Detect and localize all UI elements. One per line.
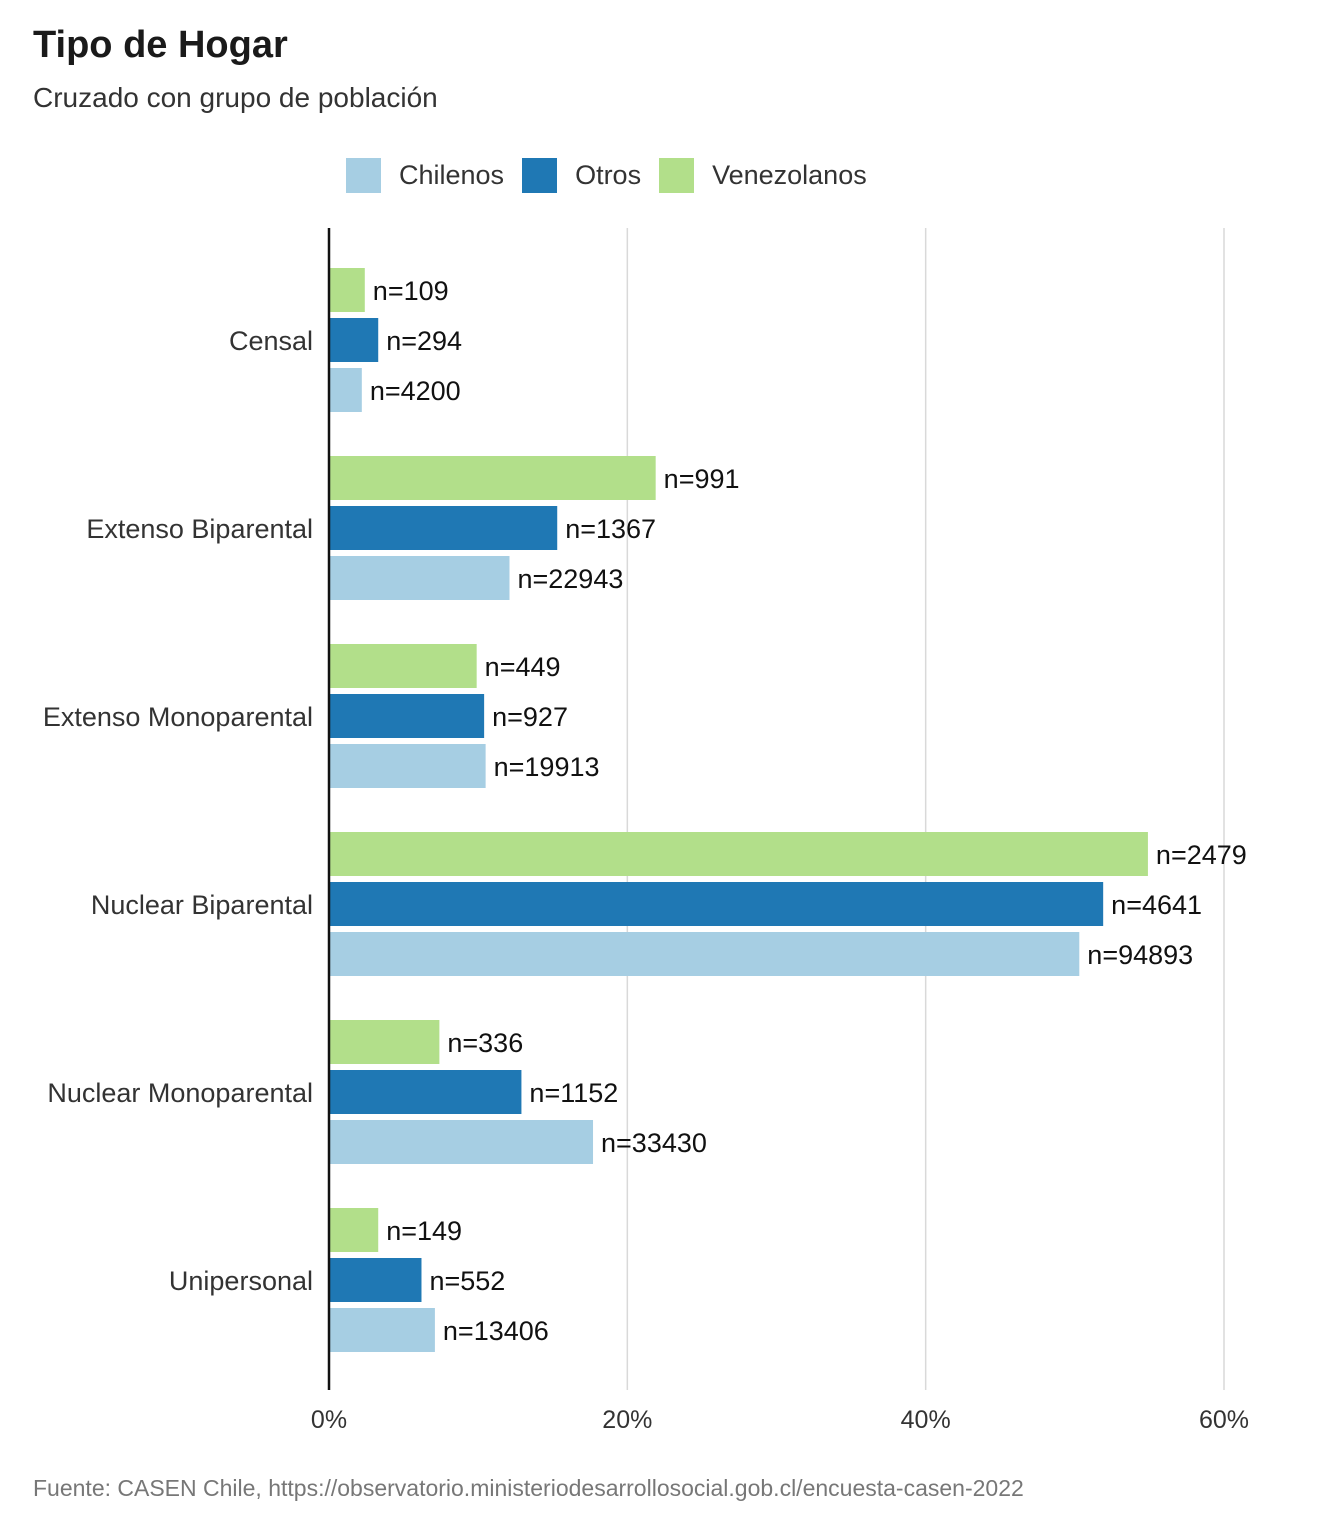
- data-label-venezolanos-0: n=109: [373, 276, 449, 306]
- x-tick-label-60: 60%: [1199, 1406, 1249, 1434]
- legend-item-venezolanos: Venezolanos: [659, 158, 867, 193]
- category-label-0: Censal: [229, 326, 313, 356]
- bar-venezolanos-0: [329, 268, 365, 312]
- bar-otros-1: [329, 506, 558, 550]
- bar-otros-4: [329, 1070, 522, 1114]
- bar-chilenos-1: [329, 556, 510, 600]
- bar-venezolanos-5: [329, 1208, 379, 1252]
- legend-item-otros: Otros: [522, 158, 641, 193]
- data-label-chilenos-3: n=94893: [1087, 940, 1193, 970]
- bar-venezolanos-2: [329, 644, 477, 688]
- data-label-otros-1: n=1367: [565, 514, 656, 544]
- data-label-otros-2: n=927: [492, 702, 568, 732]
- category-label-4: Nuclear Monoparental: [47, 1078, 313, 1108]
- chart-title: Tipo de Hogar: [33, 24, 288, 66]
- bar-otros-3: [329, 882, 1104, 926]
- data-label-otros-3: n=4641: [1111, 890, 1202, 920]
- data-label-chilenos-1: n=22943: [517, 564, 623, 594]
- category-label-5: Unipersonal: [169, 1266, 313, 1296]
- category-label-3: Nuclear Biparental: [91, 890, 313, 920]
- x-tick-label-20: 20%: [602, 1406, 652, 1434]
- data-label-venezolanos-1: n=991: [664, 464, 740, 494]
- data-label-venezolanos-4: n=336: [447, 1028, 523, 1058]
- data-label-venezolanos-2: n=449: [485, 652, 561, 682]
- legend-label-venezolanos: Venezolanos: [712, 160, 867, 190]
- legend-label-otros: Otros: [575, 160, 642, 190]
- data-label-venezolanos-3: n=2479: [1156, 840, 1247, 870]
- data-label-chilenos-5: n=13406: [443, 1316, 549, 1346]
- data-label-otros-0: n=294: [386, 326, 462, 356]
- bar-otros-5: [329, 1258, 422, 1302]
- bar-venezolanos-1: [329, 456, 656, 500]
- bar-venezolanos-3: [329, 832, 1148, 876]
- legend-swatch-otros: [522, 158, 558, 193]
- legend-label-chilenos: Chilenos: [399, 160, 505, 190]
- category-label-2: Extenso Monoparental: [43, 702, 313, 732]
- bar-chilenos-4: [329, 1120, 594, 1164]
- bar-otros-0: [329, 318, 379, 362]
- data-label-otros-5: n=552: [429, 1266, 505, 1296]
- chart-subtitle: Cruzado con grupo de población: [33, 82, 438, 113]
- x-tick-label-0: 0%: [311, 1406, 347, 1434]
- data-label-chilenos-0: n=4200: [370, 376, 461, 406]
- bar-chilenos-5: [329, 1308, 435, 1352]
- category-label-1: Extenso Biparental: [86, 514, 313, 544]
- bar-otros-2: [329, 694, 485, 738]
- legend-swatch-venezolanos: [659, 158, 695, 193]
- data-label-chilenos-4: n=33430: [601, 1128, 707, 1158]
- source-note: Fuente: CASEN Chile, https://observatori…: [33, 1475, 1024, 1501]
- x-tick-label-40: 40%: [901, 1406, 951, 1434]
- legend-item-chilenos: Chilenos: [346, 158, 504, 193]
- data-label-otros-4: n=1152: [529, 1078, 618, 1108]
- legend: Chilenos Otros Venezolanos: [346, 158, 885, 193]
- bar-chilenos-0: [329, 368, 362, 412]
- bar-chilenos-3: [329, 932, 1080, 976]
- data-label-venezolanos-5: n=149: [386, 1216, 462, 1246]
- legend-swatch-chilenos: [346, 158, 381, 193]
- data-label-chilenos-2: n=19913: [494, 752, 600, 782]
- bar-venezolanos-4: [329, 1020, 440, 1064]
- bar-chilenos-2: [329, 744, 486, 788]
